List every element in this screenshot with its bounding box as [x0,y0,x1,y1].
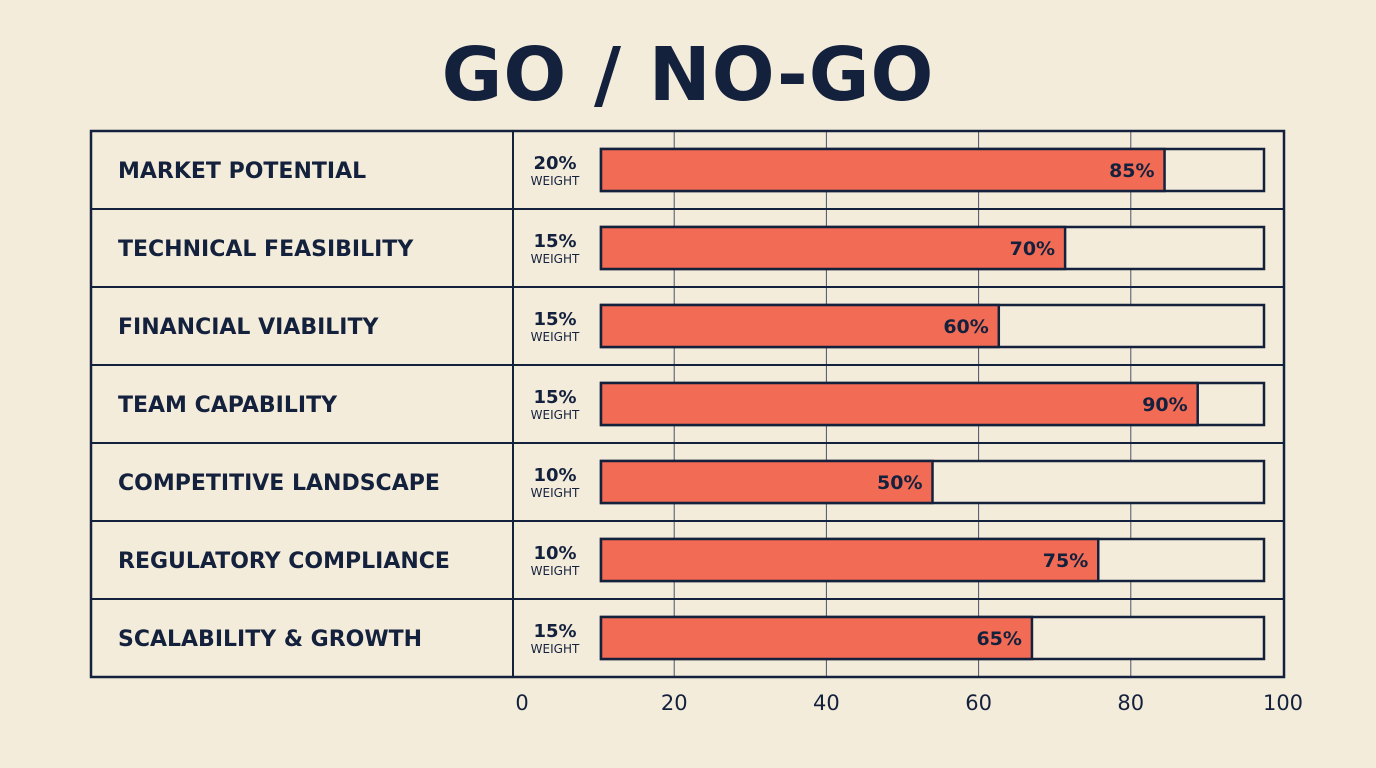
weight-label: WEIGHT [531,642,580,656]
weight-percent: 10% [533,543,576,564]
bar-value-label: 50% [877,472,922,494]
x-tick-label: 100 [1263,691,1303,715]
weight-percent: 15% [533,621,576,642]
x-tick-label: 0 [515,691,528,715]
category-label: TEAM CAPABILITY [118,393,338,418]
bar [599,459,934,505]
x-tick-label: 40 [813,691,840,715]
bar [599,225,1067,271]
x-tick-label: 60 [965,691,992,715]
weight-percent: 10% [533,465,576,486]
x-tick-label: 80 [1117,691,1144,715]
x-tick-label: 20 [661,691,688,715]
chart-title: GO / NO-GO [441,32,935,118]
category-label: REGULATORY COMPLIANCE [118,549,450,574]
category-label: FINANCIAL VIABILITY [118,315,380,340]
bar [599,147,1166,193]
bar [599,303,1001,349]
chart-row: TECHNICAL FEASIBILITY 15%WEIGHT 70% [118,225,1266,271]
bar-value-label: 70% [1010,238,1055,260]
chart-row: MARKET POTENTIAL 20%WEIGHT 85% [118,147,1266,193]
chart-row: SCALABILITY & GROWTH 15%WEIGHT 65% [118,615,1266,661]
chart-row: COMPETITIVE LANDSCAPE 10%WEIGHT 50% [118,459,1266,505]
table-frame [89,129,1286,679]
chart-row: FINANCIAL VIABILITY 15%WEIGHT 60% [118,303,1266,349]
category-label: COMPETITIVE LANDSCAPE [118,471,440,496]
weight-label: WEIGHT [531,564,580,578]
weight-percent: 15% [533,231,576,252]
bar-value-label: 65% [976,628,1021,650]
chart-row: TEAM CAPABILITY 15%WEIGHT 90% [118,381,1266,427]
bar-value-label: 75% [1043,550,1088,572]
weight-percent: 15% [533,309,576,330]
bar [599,537,1100,583]
category-label: SCALABILITY & GROWTH [118,627,422,652]
weight-label: WEIGHT [531,408,580,422]
bar-value-label: 90% [1142,394,1187,416]
weight-label: WEIGHT [531,330,580,344]
chart-row: REGULATORY COMPLIANCE 10%WEIGHT 75% [118,537,1266,583]
bar-value-label: 60% [943,316,988,338]
bar [599,615,1034,661]
category-label: TECHNICAL FEASIBILITY [118,237,414,262]
weight-percent: 15% [533,387,576,408]
weight-label: WEIGHT [531,252,580,266]
weight-percent: 20% [533,153,576,174]
bar [599,381,1199,427]
weight-label: WEIGHT [531,486,580,500]
weight-label: WEIGHT [531,174,580,188]
category-label: MARKET POTENTIAL [118,159,366,184]
bar-value-label: 85% [1109,160,1154,182]
